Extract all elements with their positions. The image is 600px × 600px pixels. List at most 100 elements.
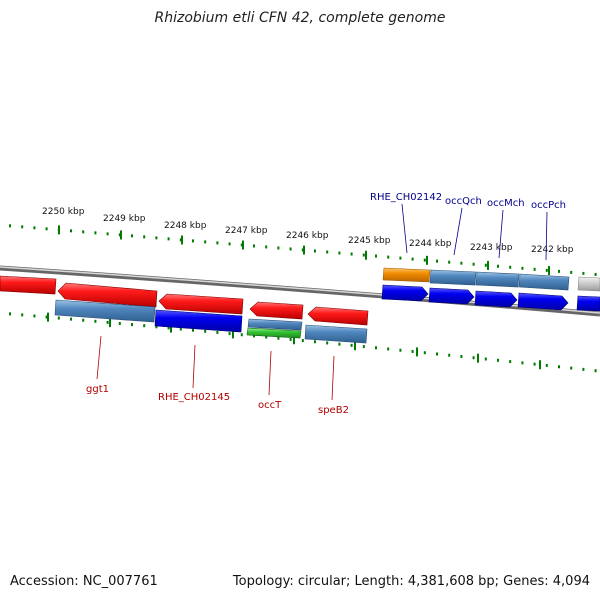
gene-reverse-red-0[interactable] [0, 275, 57, 295]
minor-tick [33, 314, 36, 318]
minor-tick [179, 327, 182, 331]
gene-speb2[interactable] [304, 324, 368, 344]
minor-tick [326, 250, 329, 254]
minor-tick [509, 360, 512, 364]
gene-forward-gray[interactable] [577, 276, 600, 292]
minor-tick [106, 320, 109, 324]
minor-tick [131, 323, 133, 327]
minor-tick [558, 365, 560, 369]
minor-tick [375, 254, 377, 258]
minor-tick [167, 326, 170, 330]
minor-tick [594, 272, 597, 276]
minor-tick [582, 271, 585, 275]
minor-tick [82, 230, 85, 234]
minor-tick [484, 357, 487, 361]
scale-labels: 2250 kbp 2249 kbp 2248 kbp 2247 kbp 2246… [42, 207, 574, 255]
minor-tick [204, 329, 207, 333]
gene-rhe-ch02142[interactable] [382, 267, 431, 283]
minor-tick [289, 337, 292, 341]
scale-label: 2243 kbp [470, 243, 513, 253]
minor-tick [33, 226, 36, 230]
gene-forward-blue-3[interactable] [474, 290, 518, 308]
major-tick [477, 353, 479, 363]
minor-tick [301, 248, 304, 252]
minor-tick [45, 315, 48, 319]
minor-tick [582, 367, 585, 371]
minor-tick [338, 251, 341, 255]
major-tick [303, 245, 305, 255]
minor-tick [314, 249, 316, 253]
major-tick [242, 240, 244, 250]
minor-tick [448, 353, 451, 357]
gene-reverse-red-4[interactable] [307, 306, 369, 326]
minor-tick [509, 265, 512, 269]
gene-occt[interactable] [246, 327, 302, 339]
major-tick [354, 341, 356, 351]
minor-tick [558, 269, 560, 273]
gene-occmch[interactable] [475, 271, 520, 288]
major-tick [181, 235, 183, 245]
forward-label-leaders [401, 203, 548, 261]
major-tick [170, 323, 172, 333]
minor-tick [362, 345, 365, 349]
forward-gene-labels: RHE_CH02142 occQch occMch occPch [370, 192, 566, 211]
minor-tick [533, 267, 536, 271]
minor-tick [240, 243, 243, 247]
scale-ticks-lower [9, 312, 597, 373]
major-tick [109, 318, 111, 328]
minor-tick [497, 358, 499, 362]
minor-tick [118, 321, 121, 325]
minor-tick [472, 262, 475, 266]
minor-tick [399, 256, 402, 260]
minor-tick [570, 366, 573, 370]
major-tick [120, 230, 122, 240]
minor-tick [314, 340, 316, 344]
gene-occt-steel[interactable] [247, 318, 303, 331]
gene-label-occpch: occPch [531, 200, 566, 211]
minor-tick [411, 257, 414, 261]
gene-occqch[interactable] [429, 269, 477, 286]
minor-tick [277, 246, 280, 250]
minor-tick [265, 245, 268, 249]
minor-tick [350, 252, 353, 256]
gene-forward-blue-4[interactable] [517, 292, 569, 311]
minor-tick [338, 342, 341, 346]
minor-tick [594, 369, 597, 373]
major-tick [47, 312, 49, 322]
gene-reverse-red-1[interactable] [57, 282, 158, 308]
major-tick [416, 347, 418, 357]
minor-tick [326, 341, 329, 345]
gene-reverse-red-3[interactable] [249, 301, 304, 320]
gene-ggt1[interactable] [54, 299, 156, 323]
minor-tick [570, 270, 573, 274]
minor-tick [70, 317, 72, 321]
gene-forward-blue-2[interactable] [428, 287, 475, 305]
gene-rhe-ch02145[interactable] [154, 309, 243, 333]
gene-forward-blue-1[interactable] [381, 284, 429, 302]
gene-reverse-red-2[interactable] [158, 293, 244, 315]
scale-label: 2250 kbp [42, 207, 85, 217]
gene-occpch[interactable] [518, 273, 570, 291]
minor-tick [57, 316, 60, 320]
minor-tick [9, 312, 11, 316]
major-tick [365, 250, 367, 260]
minor-tick [21, 313, 24, 317]
gene-label-ggt1: ggt1 [86, 384, 109, 395]
gene-label-occmch: occMch [487, 198, 525, 209]
minor-tick [131, 234, 133, 238]
minor-tick [155, 325, 158, 329]
gene-forward-blue-5[interactable] [576, 295, 600, 312]
minor-tick [460, 261, 463, 265]
reverse-gene-labels: ggt1 RHE_CH02145 occT speB2 [86, 384, 349, 416]
reverse-strand-genes [0, 275, 369, 344]
gene-label-rhe-ch02145: RHE_CH02145 [158, 392, 230, 403]
accession-text: Accession: NC_007761 [10, 574, 158, 589]
major-tick [539, 360, 541, 370]
scale-label: 2246 kbp [286, 231, 329, 241]
minor-tick [216, 241, 219, 245]
scale-ticks-upper [9, 224, 597, 276]
genome-backbone-highlight [0, 266, 600, 314]
minor-tick [277, 336, 280, 340]
gene-label-occt: occT [258, 400, 282, 411]
